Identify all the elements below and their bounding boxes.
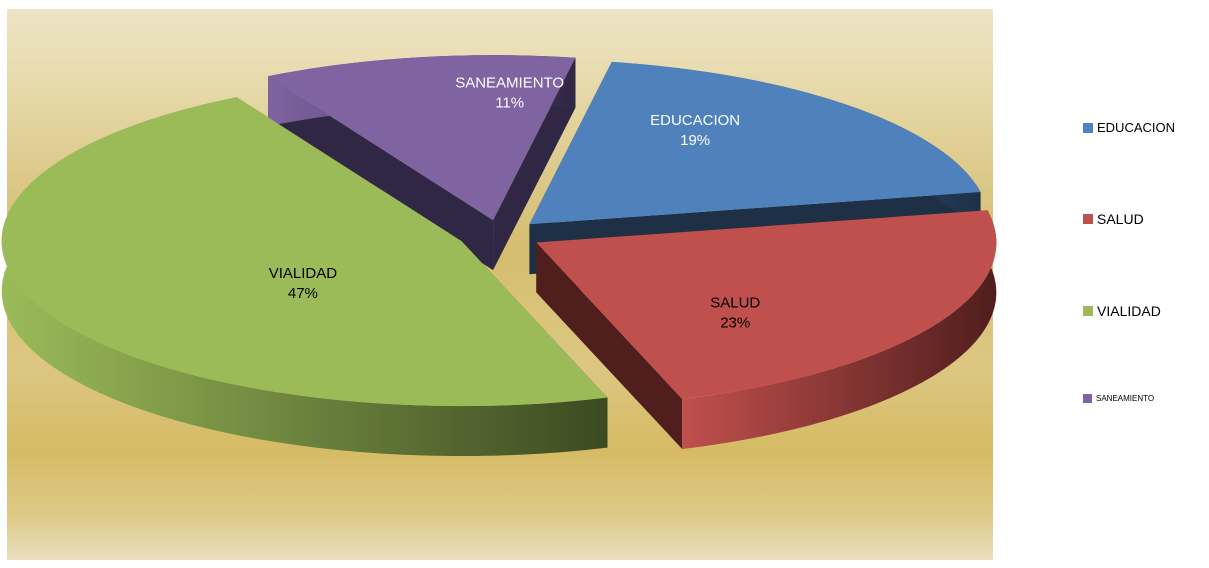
data-label-educacion: EDUCACION 19% [650,112,740,149]
data-label-value-saneamiento: 11% [495,95,524,112]
legend-item-vialidad: VIALIDAD [1083,303,1161,319]
slice-salud [536,210,997,400]
legend-label-educacion: EDUCACION [1097,120,1176,135]
data-label-saneamiento: SANEAMIENTO 11% [455,75,564,112]
slice-vialidad [1,97,608,407]
data-label-category-salud: SALUD [710,295,760,312]
slice-rim-salud [682,210,997,450]
data-label-value-salud: 23% [720,315,750,332]
data-label-vialidad: VIALIDAD 47% [269,265,338,302]
data-label-category-educacion: EDUCACION [650,112,740,129]
legend-swatch-salud [1083,214,1093,224]
legend-swatch-saneamiento [1083,394,1092,403]
legend-swatch-vialidad [1083,306,1093,316]
data-label-salud: SALUD 23% [710,295,760,332]
data-label-value-educacion: 19% [680,132,710,149]
slice-wall-saneamiento-0 [268,76,494,271]
slice-wall-salud-1 [536,242,683,450]
legend-label-saneamiento: SANEAMIENTO [1096,394,1155,403]
slice-rim-vialidad [1,97,608,457]
data-label-category-saneamiento: SANEAMIENTO [455,75,564,92]
data-label-category-vialidad: VIALIDAD [269,265,338,282]
legend-label-salud: SALUD [1097,211,1144,227]
legend-item-educacion: EDUCACION [1083,120,1175,135]
legend-swatch-educacion [1083,122,1093,133]
slice-wall-saneamiento-1 [493,57,576,271]
slice-educacion [529,61,981,225]
legend-item-saneamiento: SANEAMIENTO [1083,394,1154,403]
legend-label-vialidad: VIALIDAD [1097,303,1161,319]
pie-chart: EDUCACION 19% SALUD 23% VIALIDAD 47% SANEAMIEN… [1,55,997,457]
data-label-value-vialidad: 47% [288,285,318,302]
legend-item-salud: SALUD [1083,211,1144,227]
legend: EDUCACION SALUD VIALIDAD SANEAMIENTO [1083,0,1209,568]
slice-saneamiento [268,55,576,221]
